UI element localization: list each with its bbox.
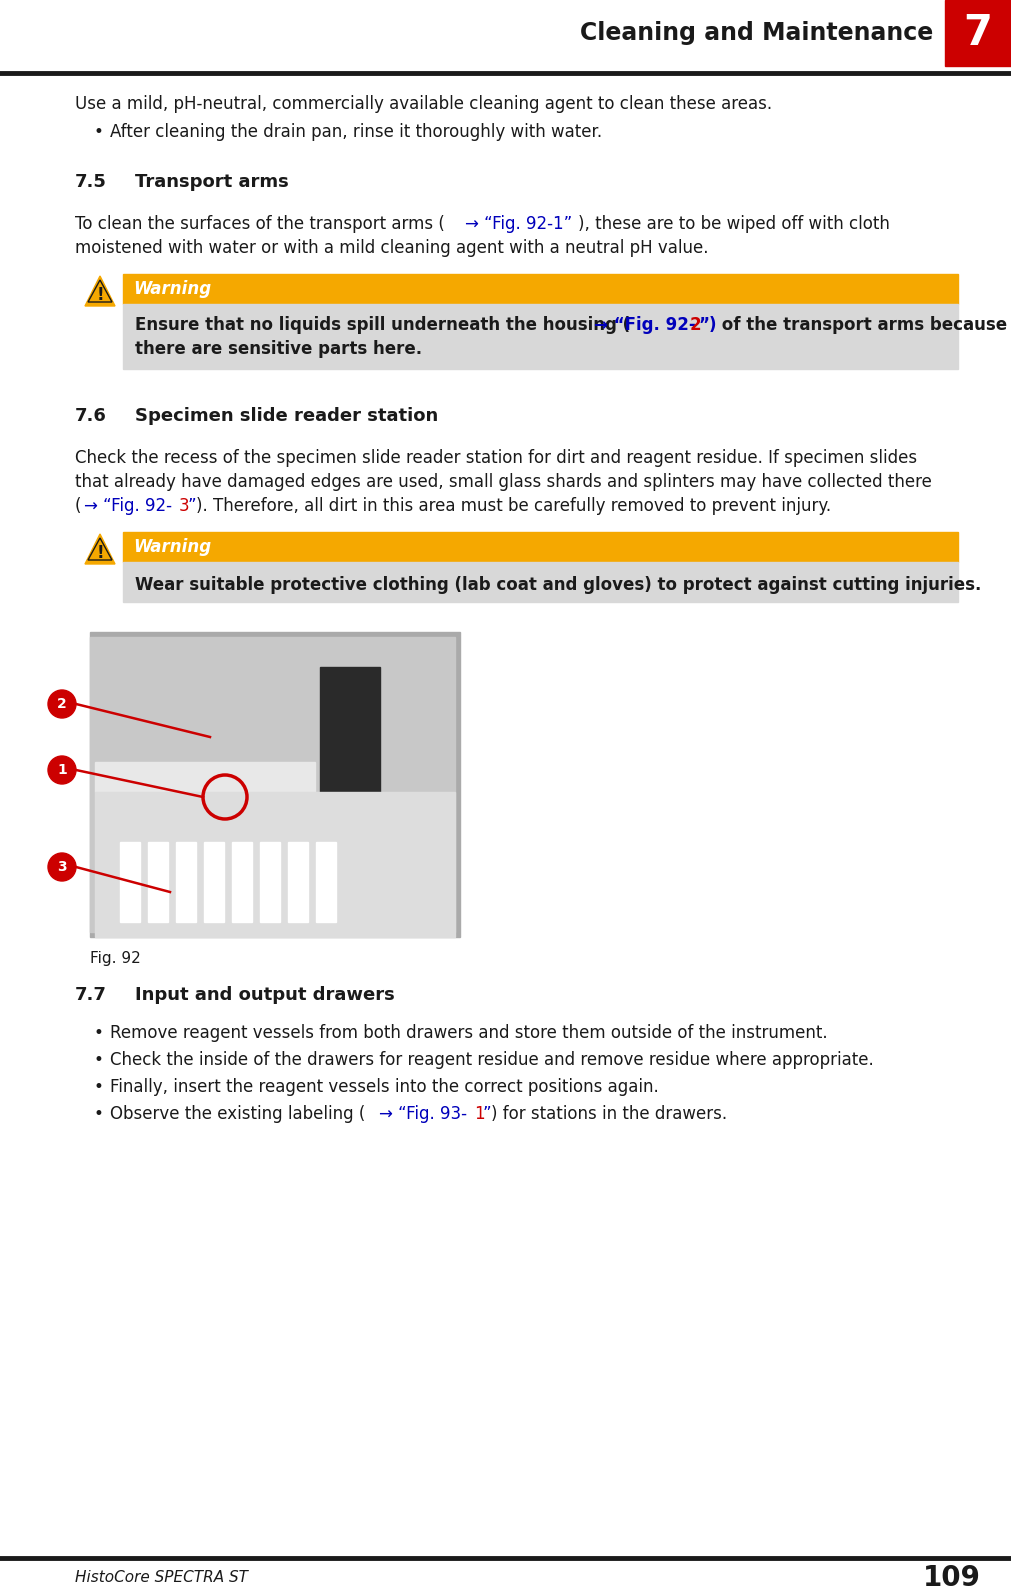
Polygon shape	[85, 276, 115, 306]
Bar	[123, 305, 958, 368]
Text: 7: 7	[963, 13, 993, 54]
Text: •: •	[93, 1078, 103, 1096]
Text: Specimen slide reader station: Specimen slide reader station	[135, 407, 438, 424]
Circle shape	[48, 853, 76, 880]
Text: •: •	[93, 1105, 103, 1123]
Text: •: •	[93, 1024, 103, 1042]
Bar	[260, 842, 280, 922]
Text: After cleaning the drain pan, rinse it thoroughly with water.: After cleaning the drain pan, rinse it t…	[110, 123, 603, 140]
Bar	[288, 842, 308, 922]
Polygon shape	[85, 534, 115, 565]
Bar	[123, 561, 958, 601]
Text: •: •	[93, 123, 103, 140]
Text: ”: ”	[482, 1105, 491, 1123]
Text: ”): ”)	[699, 316, 717, 333]
Text: → “Fig. 92-1”: → “Fig. 92-1”	[465, 215, 572, 233]
Bar	[90, 632, 460, 936]
Text: → “Fig. 92-: → “Fig. 92-	[594, 316, 697, 333]
Bar	[123, 274, 958, 305]
Bar	[120, 842, 140, 922]
Text: Observe the existing labeling (: Observe the existing labeling (	[110, 1105, 365, 1123]
Text: 3: 3	[58, 860, 67, 874]
Text: Remove reagent vessels from both drawers and store them outside of the instrumen: Remove reagent vessels from both drawers…	[110, 1024, 828, 1042]
Text: 2: 2	[690, 316, 702, 333]
Text: 109: 109	[923, 1565, 981, 1592]
Text: ”: ”	[188, 498, 196, 515]
Text: ), these are to be wiped off with cloth: ), these are to be wiped off with cloth	[577, 215, 890, 233]
Bar	[945, 0, 1011, 65]
Text: HistoCore SPECTRA ST: HistoCore SPECTRA ST	[75, 1571, 248, 1585]
Bar	[204, 842, 224, 922]
Text: 2: 2	[58, 697, 67, 711]
Text: !: !	[96, 286, 104, 303]
Text: Input and output drawers: Input and output drawers	[135, 986, 394, 1003]
Text: (: (	[75, 498, 81, 515]
Text: there are sensitive parts here.: there are sensitive parts here.	[135, 340, 423, 357]
Bar	[90, 636, 455, 931]
Bar	[232, 842, 252, 922]
Text: Check the recess of the specimen slide reader station for dirt and reagent resid: Check the recess of the specimen slide r…	[75, 450, 917, 467]
Text: 7.7: 7.7	[75, 986, 107, 1003]
Bar	[148, 842, 168, 922]
Text: Ensure that no liquids spill underneath the housing (: Ensure that no liquids spill underneath …	[135, 316, 630, 333]
Bar	[320, 667, 380, 812]
Circle shape	[48, 756, 76, 785]
Text: moistened with water or with a mild cleaning agent with a neutral pH value.: moistened with water or with a mild clea…	[75, 239, 709, 257]
Text: → “Fig. 92-: → “Fig. 92-	[84, 498, 172, 515]
Bar	[176, 842, 196, 922]
Text: 3: 3	[179, 498, 190, 515]
Bar	[123, 533, 958, 561]
Text: Warning: Warning	[133, 538, 211, 557]
Text: !: !	[96, 544, 104, 561]
Text: 7.6: 7.6	[75, 407, 107, 424]
Text: Transport arms: Transport arms	[135, 172, 289, 191]
Text: that already have damaged edges are used, small glass shards and splinters may h: that already have damaged edges are used…	[75, 474, 932, 491]
Bar	[95, 793, 455, 936]
Text: Warning: Warning	[133, 281, 211, 298]
Text: To clean the surfaces of the transport arms (: To clean the surfaces of the transport a…	[75, 215, 445, 233]
Text: Fig. 92: Fig. 92	[90, 951, 141, 967]
Bar	[316, 842, 336, 922]
Text: •: •	[93, 1051, 103, 1069]
Text: Cleaning and Maintenance: Cleaning and Maintenance	[579, 21, 933, 45]
Text: 1: 1	[474, 1105, 484, 1123]
Text: Finally, insert the reagent vessels into the correct positions again.: Finally, insert the reagent vessels into…	[110, 1078, 659, 1096]
Text: ) for stations in the drawers.: ) for stations in the drawers.	[491, 1105, 728, 1123]
Text: Use a mild, pH-neutral, commercially available cleaning agent to clean these are: Use a mild, pH-neutral, commercially ava…	[75, 96, 772, 113]
Text: Check the inside of the drawers for reagent residue and remove residue where app: Check the inside of the drawers for reag…	[110, 1051, 874, 1069]
Text: → “Fig. 93-: → “Fig. 93-	[379, 1105, 467, 1123]
Text: ). Therefore, all dirt in this area must be carefully removed to prevent injury.: ). Therefore, all dirt in this area must…	[196, 498, 831, 515]
Text: 1: 1	[58, 762, 67, 777]
Text: of the transport arms because: of the transport arms because	[716, 316, 1007, 333]
Text: 7.5: 7.5	[75, 172, 107, 191]
Bar	[95, 762, 315, 793]
Text: Wear suitable protective clothing (lab coat and gloves) to protect against cutti: Wear suitable protective clothing (lab c…	[135, 576, 982, 593]
Circle shape	[48, 691, 76, 718]
